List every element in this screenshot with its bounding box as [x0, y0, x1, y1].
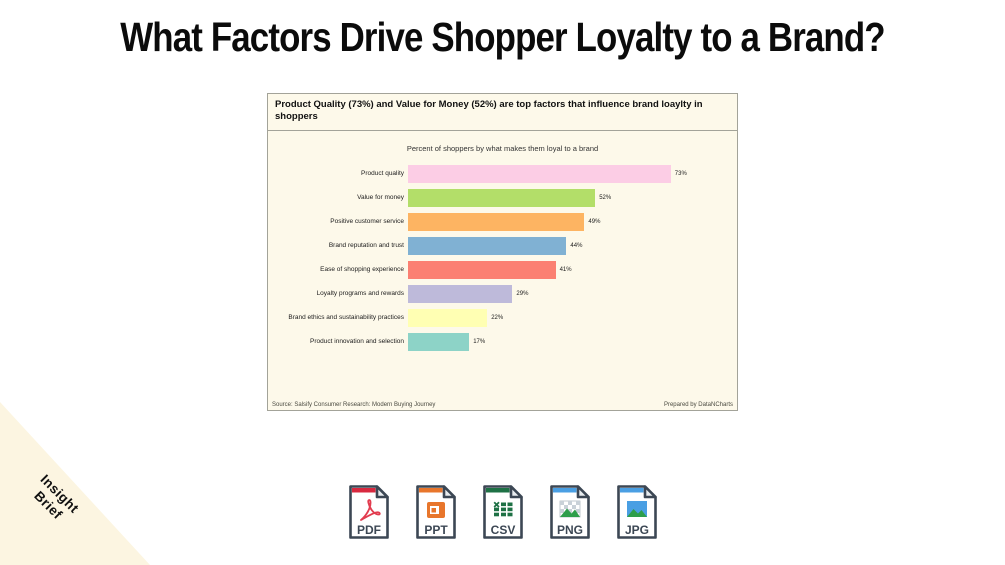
- spreadsheet-glyph-icon: [493, 501, 512, 517]
- chart-subtitle: Percent of shoppers by what makes them l…: [406, 143, 599, 153]
- file-accent-stripe: [552, 488, 576, 493]
- bar-category-label: Ease of shopping experience: [320, 266, 404, 274]
- chart-footer: Source: Salsify Consumer Research: Moder…: [272, 402, 733, 408]
- page-title: What Factors Drive Shopper Loyalty to a …: [120, 14, 885, 60]
- bar-chart: Percent of shoppers by what makes them l…: [268, 144, 737, 354]
- bar: [408, 164, 671, 183]
- download-ppt-button[interactable]: PPT: [414, 483, 458, 541]
- chart-headline: Product Quality (73%) and Value for Mone…: [268, 94, 737, 131]
- folded-corner: [375, 485, 389, 499]
- bar-category-label: Value for money: [357, 194, 404, 202]
- file-accent-stripe: [351, 488, 375, 493]
- download-csv-button[interactable]: CSV: [481, 483, 525, 541]
- download-jpg-button[interactable]: JPG: [615, 483, 659, 541]
- bar-category-label: Brand reputation and trust: [328, 242, 404, 250]
- csv-file-icon: CSV: [490, 523, 515, 537]
- bar: [408, 212, 585, 231]
- bar: [408, 236, 567, 255]
- bar-row: Value for money 52%: [268, 186, 737, 210]
- acrobat-glyph-icon: [359, 499, 381, 521]
- bar-category-label: Product quality: [361, 170, 404, 178]
- source-note: Source: Salsify Consumer Research: Moder…: [272, 402, 436, 408]
- download-png-button[interactable]: PNG: [548, 483, 592, 541]
- file-accent-stripe: [418, 488, 442, 493]
- bar-value-label: 29%: [516, 290, 529, 297]
- png-file-icon: PNG: [556, 523, 582, 537]
- bar-row: Product innovation and selection 17%: [268, 330, 737, 354]
- bar-value-label: 22%: [491, 314, 504, 321]
- bar-category-label: Positive customer service: [330, 218, 404, 226]
- bar-value-label: 73%: [674, 170, 687, 177]
- bar-row: Product quality 73%: [268, 162, 737, 186]
- slide-glyph-icon: [426, 502, 445, 518]
- folded-corner: [643, 485, 657, 499]
- ribbon-label: Insight Brief: [6, 452, 101, 547]
- folded-corner: [576, 485, 590, 499]
- bar-value-label: 49%: [588, 218, 601, 225]
- transparent-image-glyph-icon: [559, 500, 580, 518]
- bar-category-label: Product innovation and selection: [310, 338, 404, 346]
- jpg-file-icon: JPG: [624, 523, 648, 537]
- pdf-file-icon: PDF: [357, 523, 381, 537]
- bar-value-label: 52%: [599, 194, 612, 201]
- document-outline: [482, 485, 523, 539]
- bar-row: Positive customer service 49%: [268, 210, 737, 234]
- chart-card: Product Quality (73%) and Value for Mone…: [267, 93, 738, 411]
- bar-row: Brand reputation and trust 44%: [268, 234, 737, 258]
- bar-category-label: Loyalty programs and rewards: [316, 290, 404, 298]
- bar-value-label: 41%: [559, 266, 572, 273]
- bar-value-label: 17%: [473, 338, 486, 345]
- bars: Product quality 73% Value for money 52% Posi…: [268, 162, 737, 354]
- photo-glyph-icon: [626, 501, 647, 517]
- download-pdf-button[interactable]: PDF: [347, 483, 391, 541]
- bar: [408, 308, 488, 327]
- file-accent-stripe: [485, 488, 509, 493]
- download-row: PDF PPT: [0, 483, 1005, 541]
- ppt-file-icon: PPT: [424, 523, 448, 537]
- bar-value-label: 44%: [570, 242, 583, 249]
- bar: [408, 260, 556, 279]
- folded-corner: [442, 485, 456, 499]
- folded-corner: [509, 485, 523, 499]
- bar-category-label: Brand ethics and sustainability practice…: [288, 314, 404, 322]
- bar: [408, 188, 596, 207]
- document-outline: [348, 485, 389, 539]
- file-accent-stripe: [619, 488, 643, 493]
- bar-row: Brand ethics and sustainability practice…: [268, 306, 737, 330]
- credit-note: Prepared by DataNCharts: [663, 402, 733, 408]
- bar: [408, 284, 513, 303]
- bar-row: Loyalty programs and rewards 29%: [268, 282, 737, 306]
- bar: [408, 332, 470, 351]
- bar-row: Ease of shopping experience 41%: [268, 258, 737, 282]
